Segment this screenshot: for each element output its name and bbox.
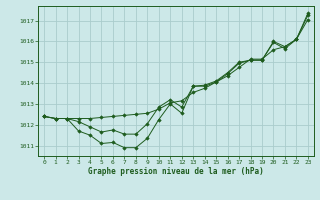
X-axis label: Graphe pression niveau de la mer (hPa): Graphe pression niveau de la mer (hPa) [88,167,264,176]
